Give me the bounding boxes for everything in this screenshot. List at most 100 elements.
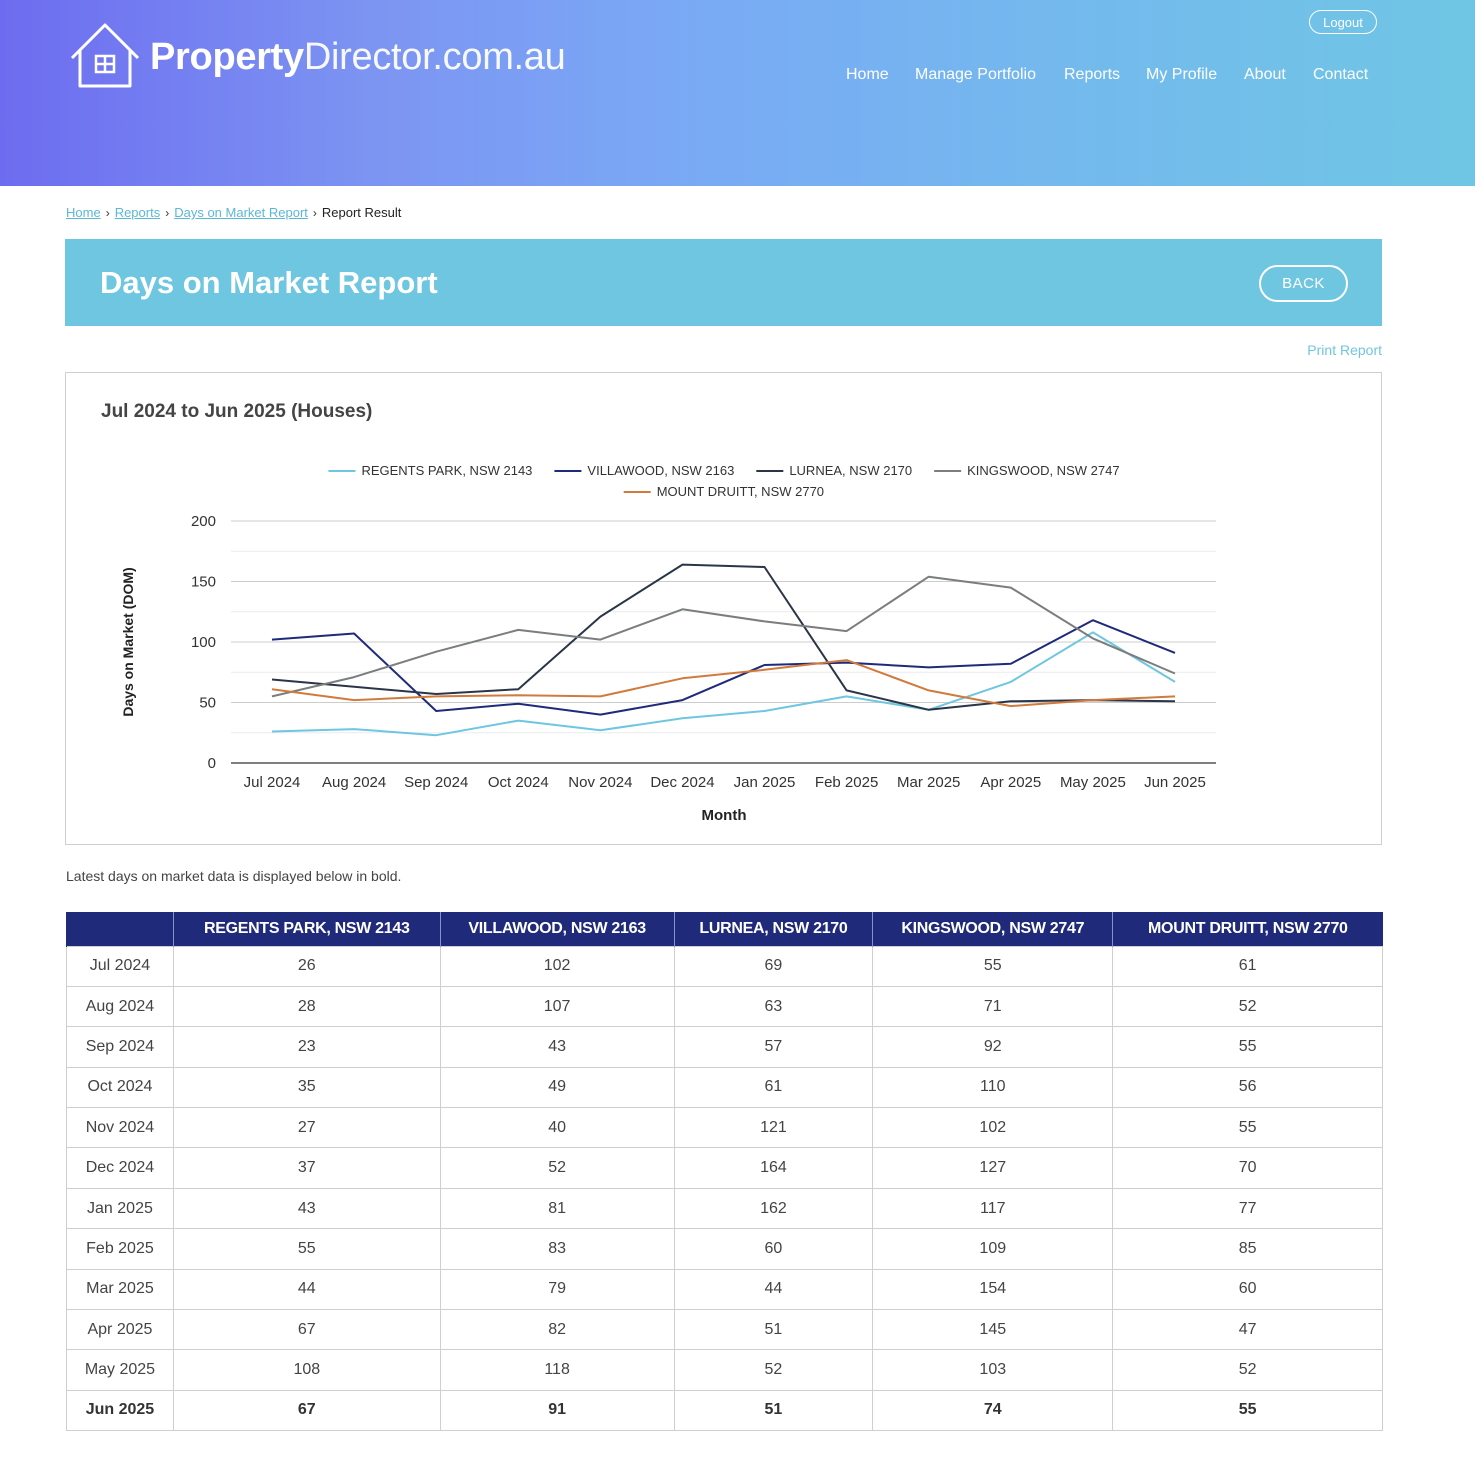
legend-label: LURNEA, NSW 2170 (789, 463, 912, 478)
x-tick-label: Mar 2025 (897, 774, 960, 791)
x-tick-label: Dec 2024 (650, 774, 714, 791)
nav-manage-portfolio[interactable]: Manage Portfolio (915, 66, 1036, 83)
table-cell-month: Apr 2025 (66, 1309, 174, 1351)
table-cell-value: 55 (1112, 1107, 1383, 1149)
table-row: Feb 2025 55 83 60 109 85 (66, 1228, 1383, 1270)
site-logo[interactable]: PropertyDirector.com.au (70, 22, 570, 92)
table-cell-month: Mar 2025 (66, 1268, 174, 1311)
table-cell-value: 51 (673, 1389, 874, 1432)
x-tick-label: May 2025 (1060, 774, 1126, 791)
table-cell-month: Jul 2024 (66, 945, 174, 987)
table-cell-value: 82 (439, 1309, 675, 1351)
table-body: Jul 2024 26 102 69 55 61 Aug 2024 28 107 63 71 52 Se… (66, 945, 1383, 1432)
chart-title: Jul 2024 to Jun 2025 (Houses) (101, 401, 372, 422)
x-tick-label: Aug 2024 (322, 774, 386, 791)
y-axis-title: Days on Market (DOM) (120, 567, 136, 716)
table-row: Sep 2024 23 43 57 92 55 (66, 1026, 1383, 1068)
x-tick-label: Nov 2024 (568, 774, 632, 791)
nav-about[interactable]: About (1244, 66, 1286, 83)
table-cell-value: 91 (439, 1389, 675, 1432)
table-cell-value: 69 (673, 945, 874, 987)
table-header-month (66, 912, 174, 946)
table-cell-value: 74 (872, 1389, 1114, 1432)
table-cell-month: Aug 2024 (66, 985, 174, 1028)
table-cell-month: May 2025 (66, 1349, 174, 1391)
y-tick-label: 50 (199, 695, 216, 712)
table-row: Mar 2025 44 79 44 154 60 (66, 1268, 1383, 1311)
table-cell-value: 27 (172, 1107, 441, 1149)
table-cell-value: 85 (1112, 1228, 1383, 1270)
table-cell-value: 55 (1112, 1026, 1383, 1068)
table-cell-value: 164 (673, 1147, 874, 1189)
table-cell-value: 52 (673, 1349, 874, 1391)
breadcrumb-current: Report Result (321, 205, 402, 220)
print-report-link[interactable]: Print Report (1307, 342, 1382, 358)
chevron-right-icon: › (105, 206, 110, 220)
back-button[interactable]: BACK (1259, 265, 1348, 302)
breadcrumb-reports[interactable]: Reports (114, 205, 161, 220)
table-cell-value: 102 (439, 945, 675, 987)
table-cell-month: Jun 2025 (66, 1389, 174, 1432)
page-title: Days on Market Report (100, 265, 438, 300)
table-note: Latest days on market data is displayed … (66, 868, 402, 884)
logout-button[interactable]: Logout (1309, 10, 1377, 34)
main-nav: Home Manage Portfolio Reports My Profile… (0, 66, 1475, 88)
table-cell-value: 55 (872, 945, 1114, 987)
table-cell-value: 81 (439, 1187, 675, 1230)
nav-home[interactable]: Home (846, 66, 889, 83)
table-cell-value: 55 (172, 1228, 441, 1270)
table-cell-value: 55 (1112, 1389, 1383, 1432)
table-cell-month: Dec 2024 (66, 1147, 174, 1189)
table-cell-value: 121 (673, 1107, 874, 1149)
series-line (271, 619, 1176, 716)
table-cell-month: Feb 2025 (66, 1228, 174, 1270)
table-cell-value: 109 (872, 1228, 1114, 1270)
breadcrumb: Home › Reports › Days on Market Report › Repor… (66, 205, 401, 220)
table-row: Dec 2024 37 52 164 127 70 (66, 1147, 1383, 1189)
nav-contact[interactable]: Contact (1313, 66, 1369, 83)
series-line (271, 563, 1176, 711)
table-cell-value: 71 (872, 985, 1114, 1028)
table-cell-value: 23 (172, 1026, 441, 1068)
table-cell-month: Jan 2025 (66, 1187, 174, 1230)
table-cell-value: 52 (439, 1147, 675, 1189)
table-cell-value: 47 (1112, 1309, 1383, 1351)
table-header-suburb: KINGSWOOD, NSW 2747 (872, 912, 1113, 946)
legend-label: MOUNT DRUITT, NSW 2770 (657, 484, 824, 499)
x-tick-label: Jun 2025 (1144, 774, 1206, 791)
table-row: Jun 2025 67 91 51 74 55 (66, 1389, 1383, 1432)
table-cell-value: 43 (172, 1187, 441, 1230)
table-cell-value: 44 (673, 1268, 874, 1311)
table-cell-value: 52 (1112, 985, 1383, 1028)
table-header-suburb: MOUNT DRUITT, NSW 2770 (1112, 912, 1383, 946)
series-line (271, 575, 1176, 698)
x-axis-title: Month (702, 807, 747, 824)
table-cell-value: 61 (673, 1066, 874, 1109)
nav-reports[interactable]: Reports (1064, 66, 1121, 83)
nav-my-profile[interactable]: My Profile (1146, 66, 1218, 83)
table-cell-value: 107 (439, 985, 675, 1028)
table-cell-value: 49 (439, 1066, 675, 1109)
table-cell-value: 110 (872, 1066, 1114, 1109)
table-cell-value: 117 (872, 1187, 1114, 1230)
line-chart: Jul 2024 to Jun 2025 (Houses) 0 50 100 150 20… (101, 401, 1216, 824)
series-line (271, 659, 1176, 708)
breadcrumb-home[interactable]: Home (66, 205, 101, 220)
chevron-right-icon: › (312, 206, 317, 220)
table-cell-value: 127 (872, 1147, 1114, 1189)
table-cell-value: 118 (439, 1349, 675, 1391)
table-cell-value: 103 (872, 1349, 1114, 1391)
logo-text-strong: Property (150, 36, 304, 78)
table-row: Jan 2025 43 81 162 117 77 (66, 1187, 1383, 1230)
table-cell-value: 145 (872, 1309, 1114, 1351)
table-row: May 2025 108 118 52 103 52 (66, 1349, 1383, 1391)
breadcrumb-days-on-market[interactable]: Days on Market Report (174, 205, 308, 220)
table-cell-value: 60 (1112, 1268, 1383, 1311)
table-header-row: REGENTS PARK, NSW 2143 VILLAWOOD, NSW 216… (66, 912, 1383, 946)
legend-label: REGENTS PARK, NSW 2143 (361, 463, 532, 478)
y-tick-label: 0 (208, 755, 216, 772)
days-on-market-table: REGENTS PARK, NSW 2143 VILLAWOOD, NSW 216… (66, 912, 1383, 1432)
table-row: Nov 2024 27 40 121 102 55 (66, 1107, 1383, 1149)
table-cell-value: 162 (673, 1187, 874, 1230)
series-line (271, 631, 1176, 737)
